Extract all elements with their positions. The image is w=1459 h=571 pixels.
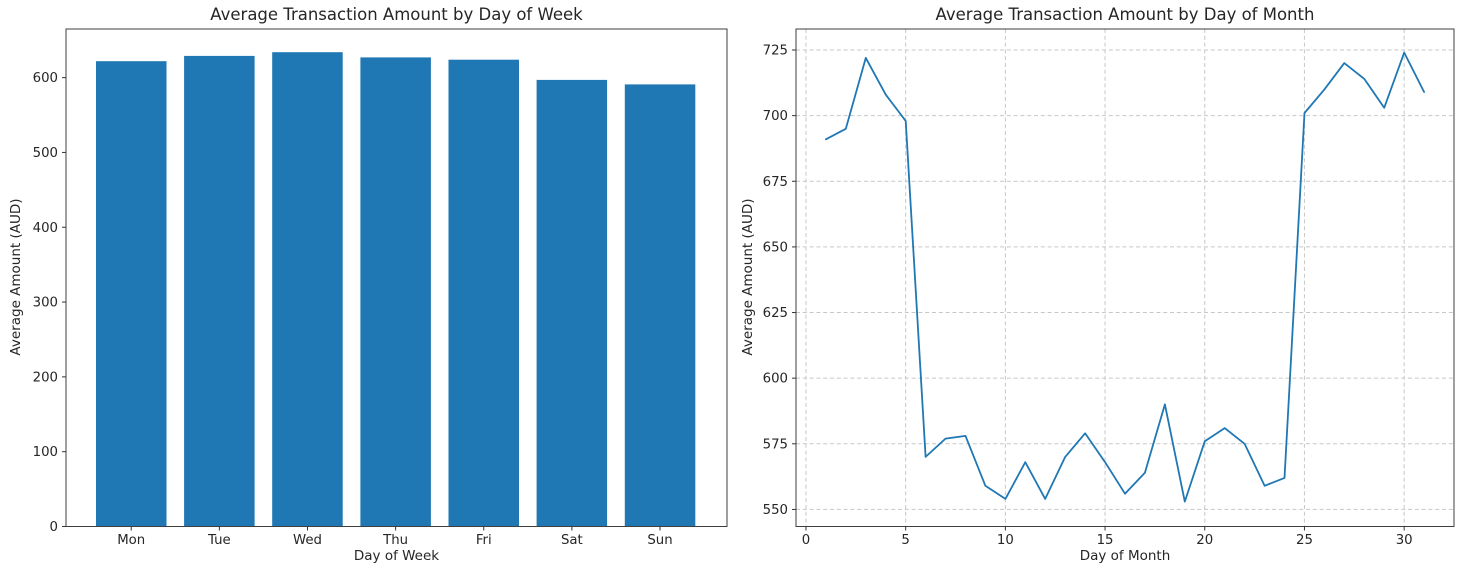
svg-text:600: 600 bbox=[33, 71, 58, 86]
svg-text:15: 15 bbox=[1097, 533, 1114, 548]
svg-text:Sun: Sun bbox=[647, 533, 672, 548]
line-chart-svg: 550 575 600 625 650 675 700 725 0 5 10 15 20 25 30 bbox=[763, 28, 1455, 548]
svg-text:20: 20 bbox=[1196, 533, 1213, 548]
svg-text:400: 400 bbox=[33, 221, 58, 236]
bar-chart-title: Average Transaction Amount by Day of Wee… bbox=[210, 5, 583, 24]
svg-text:600: 600 bbox=[763, 372, 788, 387]
svg-text:500: 500 bbox=[33, 146, 58, 161]
svg-text:Sat: Sat bbox=[561, 533, 583, 548]
svg-text:0: 0 bbox=[50, 520, 58, 535]
svg-text:Thu: Thu bbox=[382, 533, 408, 548]
bar-chart-panel: Average Transaction Amount by Day of Wee… bbox=[8, 5, 728, 564]
svg-text:0: 0 bbox=[802, 533, 810, 548]
svg-text:Wed: Wed bbox=[293, 533, 322, 548]
svg-text:Mon: Mon bbox=[117, 533, 145, 548]
line-chart-x-axis-label: Day of Month bbox=[1079, 548, 1171, 564]
svg-text:725: 725 bbox=[763, 44, 788, 59]
line-chart-panel: Average Transaction Amount by Day of Mon… bbox=[730, 0, 1459, 571]
svg-text:550: 550 bbox=[763, 503, 788, 518]
svg-text:25: 25 bbox=[1296, 533, 1313, 548]
svg-text:675: 675 bbox=[763, 175, 788, 190]
bar-chart-svg: 0 100 200 300 400 500 600 Mon Tue Wed Thu Fri Sat Sun bbox=[33, 28, 728, 548]
svg-text:700: 700 bbox=[763, 109, 788, 124]
svg-text:10: 10 bbox=[997, 533, 1014, 548]
svg-text:100: 100 bbox=[33, 445, 58, 460]
bar-chart-x-axis-label: Day of Week bbox=[353, 548, 440, 564]
svg-text:30: 30 bbox=[1396, 533, 1413, 548]
svg-text:300: 300 bbox=[33, 296, 58, 311]
line-chart-title: Average Transaction Amount by Day of Mon… bbox=[935, 5, 1315, 24]
svg-text:200: 200 bbox=[33, 370, 58, 385]
svg-text:575: 575 bbox=[763, 437, 788, 452]
svg-text:Fri: Fri bbox=[476, 533, 492, 548]
svg-text:5: 5 bbox=[901, 533, 909, 548]
svg-text:650: 650 bbox=[763, 240, 788, 255]
svg-text:625: 625 bbox=[763, 306, 788, 321]
svg-text:Tue: Tue bbox=[207, 533, 231, 548]
